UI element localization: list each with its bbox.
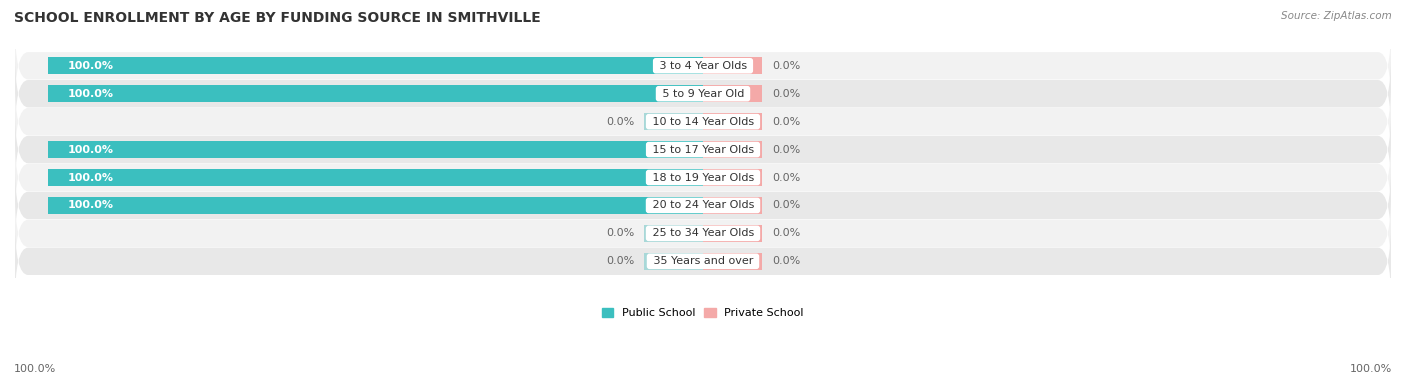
FancyBboxPatch shape [15, 219, 1391, 304]
Text: 100.0%: 100.0% [67, 172, 114, 183]
Bar [703, 169, 762, 186]
Text: 100.0%: 100.0% [67, 89, 114, 99]
FancyBboxPatch shape [15, 163, 1391, 248]
Text: 0.0%: 0.0% [772, 144, 800, 155]
Text: 35 Years and over: 35 Years and over [650, 256, 756, 266]
FancyBboxPatch shape [15, 23, 1391, 108]
Text: 0.0%: 0.0% [606, 228, 634, 239]
Bar [48, 57, 703, 74]
Bar [48, 141, 703, 158]
Text: 100.0%: 100.0% [14, 364, 56, 374]
Text: 5 to 9 Year Old: 5 to 9 Year Old [658, 89, 748, 99]
Text: 0.0%: 0.0% [772, 200, 800, 211]
Bar [703, 141, 762, 158]
Text: 100.0%: 100.0% [67, 61, 114, 71]
Bar [644, 253, 703, 270]
Text: 100.0%: 100.0% [1350, 364, 1392, 374]
Bar [644, 113, 703, 130]
Bar [703, 225, 762, 242]
Text: 18 to 19 Year Olds: 18 to 19 Year Olds [648, 172, 758, 183]
Bar [703, 85, 762, 102]
FancyBboxPatch shape [15, 107, 1391, 192]
Text: 10 to 14 Year Olds: 10 to 14 Year Olds [648, 117, 758, 127]
Text: 0.0%: 0.0% [772, 256, 800, 266]
Legend: Public School, Private School: Public School, Private School [598, 304, 808, 323]
FancyBboxPatch shape [15, 191, 1391, 276]
Text: 15 to 17 Year Olds: 15 to 17 Year Olds [648, 144, 758, 155]
Bar [644, 225, 703, 242]
Text: Source: ZipAtlas.com: Source: ZipAtlas.com [1281, 11, 1392, 21]
Text: 100.0%: 100.0% [67, 200, 114, 211]
Text: 3 to 4 Year Olds: 3 to 4 Year Olds [655, 61, 751, 71]
Bar [703, 57, 762, 74]
FancyBboxPatch shape [15, 51, 1391, 136]
Text: 20 to 24 Year Olds: 20 to 24 Year Olds [648, 200, 758, 211]
Text: 0.0%: 0.0% [772, 117, 800, 127]
FancyBboxPatch shape [15, 135, 1391, 220]
Bar [48, 169, 703, 186]
Bar [703, 253, 762, 270]
Text: 0.0%: 0.0% [772, 89, 800, 99]
Text: 0.0%: 0.0% [772, 228, 800, 239]
Text: SCHOOL ENROLLMENT BY AGE BY FUNDING SOURCE IN SMITHVILLE: SCHOOL ENROLLMENT BY AGE BY FUNDING SOUR… [14, 11, 541, 25]
Bar [48, 85, 703, 102]
FancyBboxPatch shape [15, 79, 1391, 164]
Text: 25 to 34 Year Olds: 25 to 34 Year Olds [648, 228, 758, 239]
Bar [48, 197, 703, 214]
Bar [703, 113, 762, 130]
Text: 0.0%: 0.0% [772, 61, 800, 71]
Text: 0.0%: 0.0% [772, 172, 800, 183]
Text: 100.0%: 100.0% [67, 144, 114, 155]
Bar [703, 197, 762, 214]
Text: 0.0%: 0.0% [606, 256, 634, 266]
Text: 0.0%: 0.0% [606, 117, 634, 127]
